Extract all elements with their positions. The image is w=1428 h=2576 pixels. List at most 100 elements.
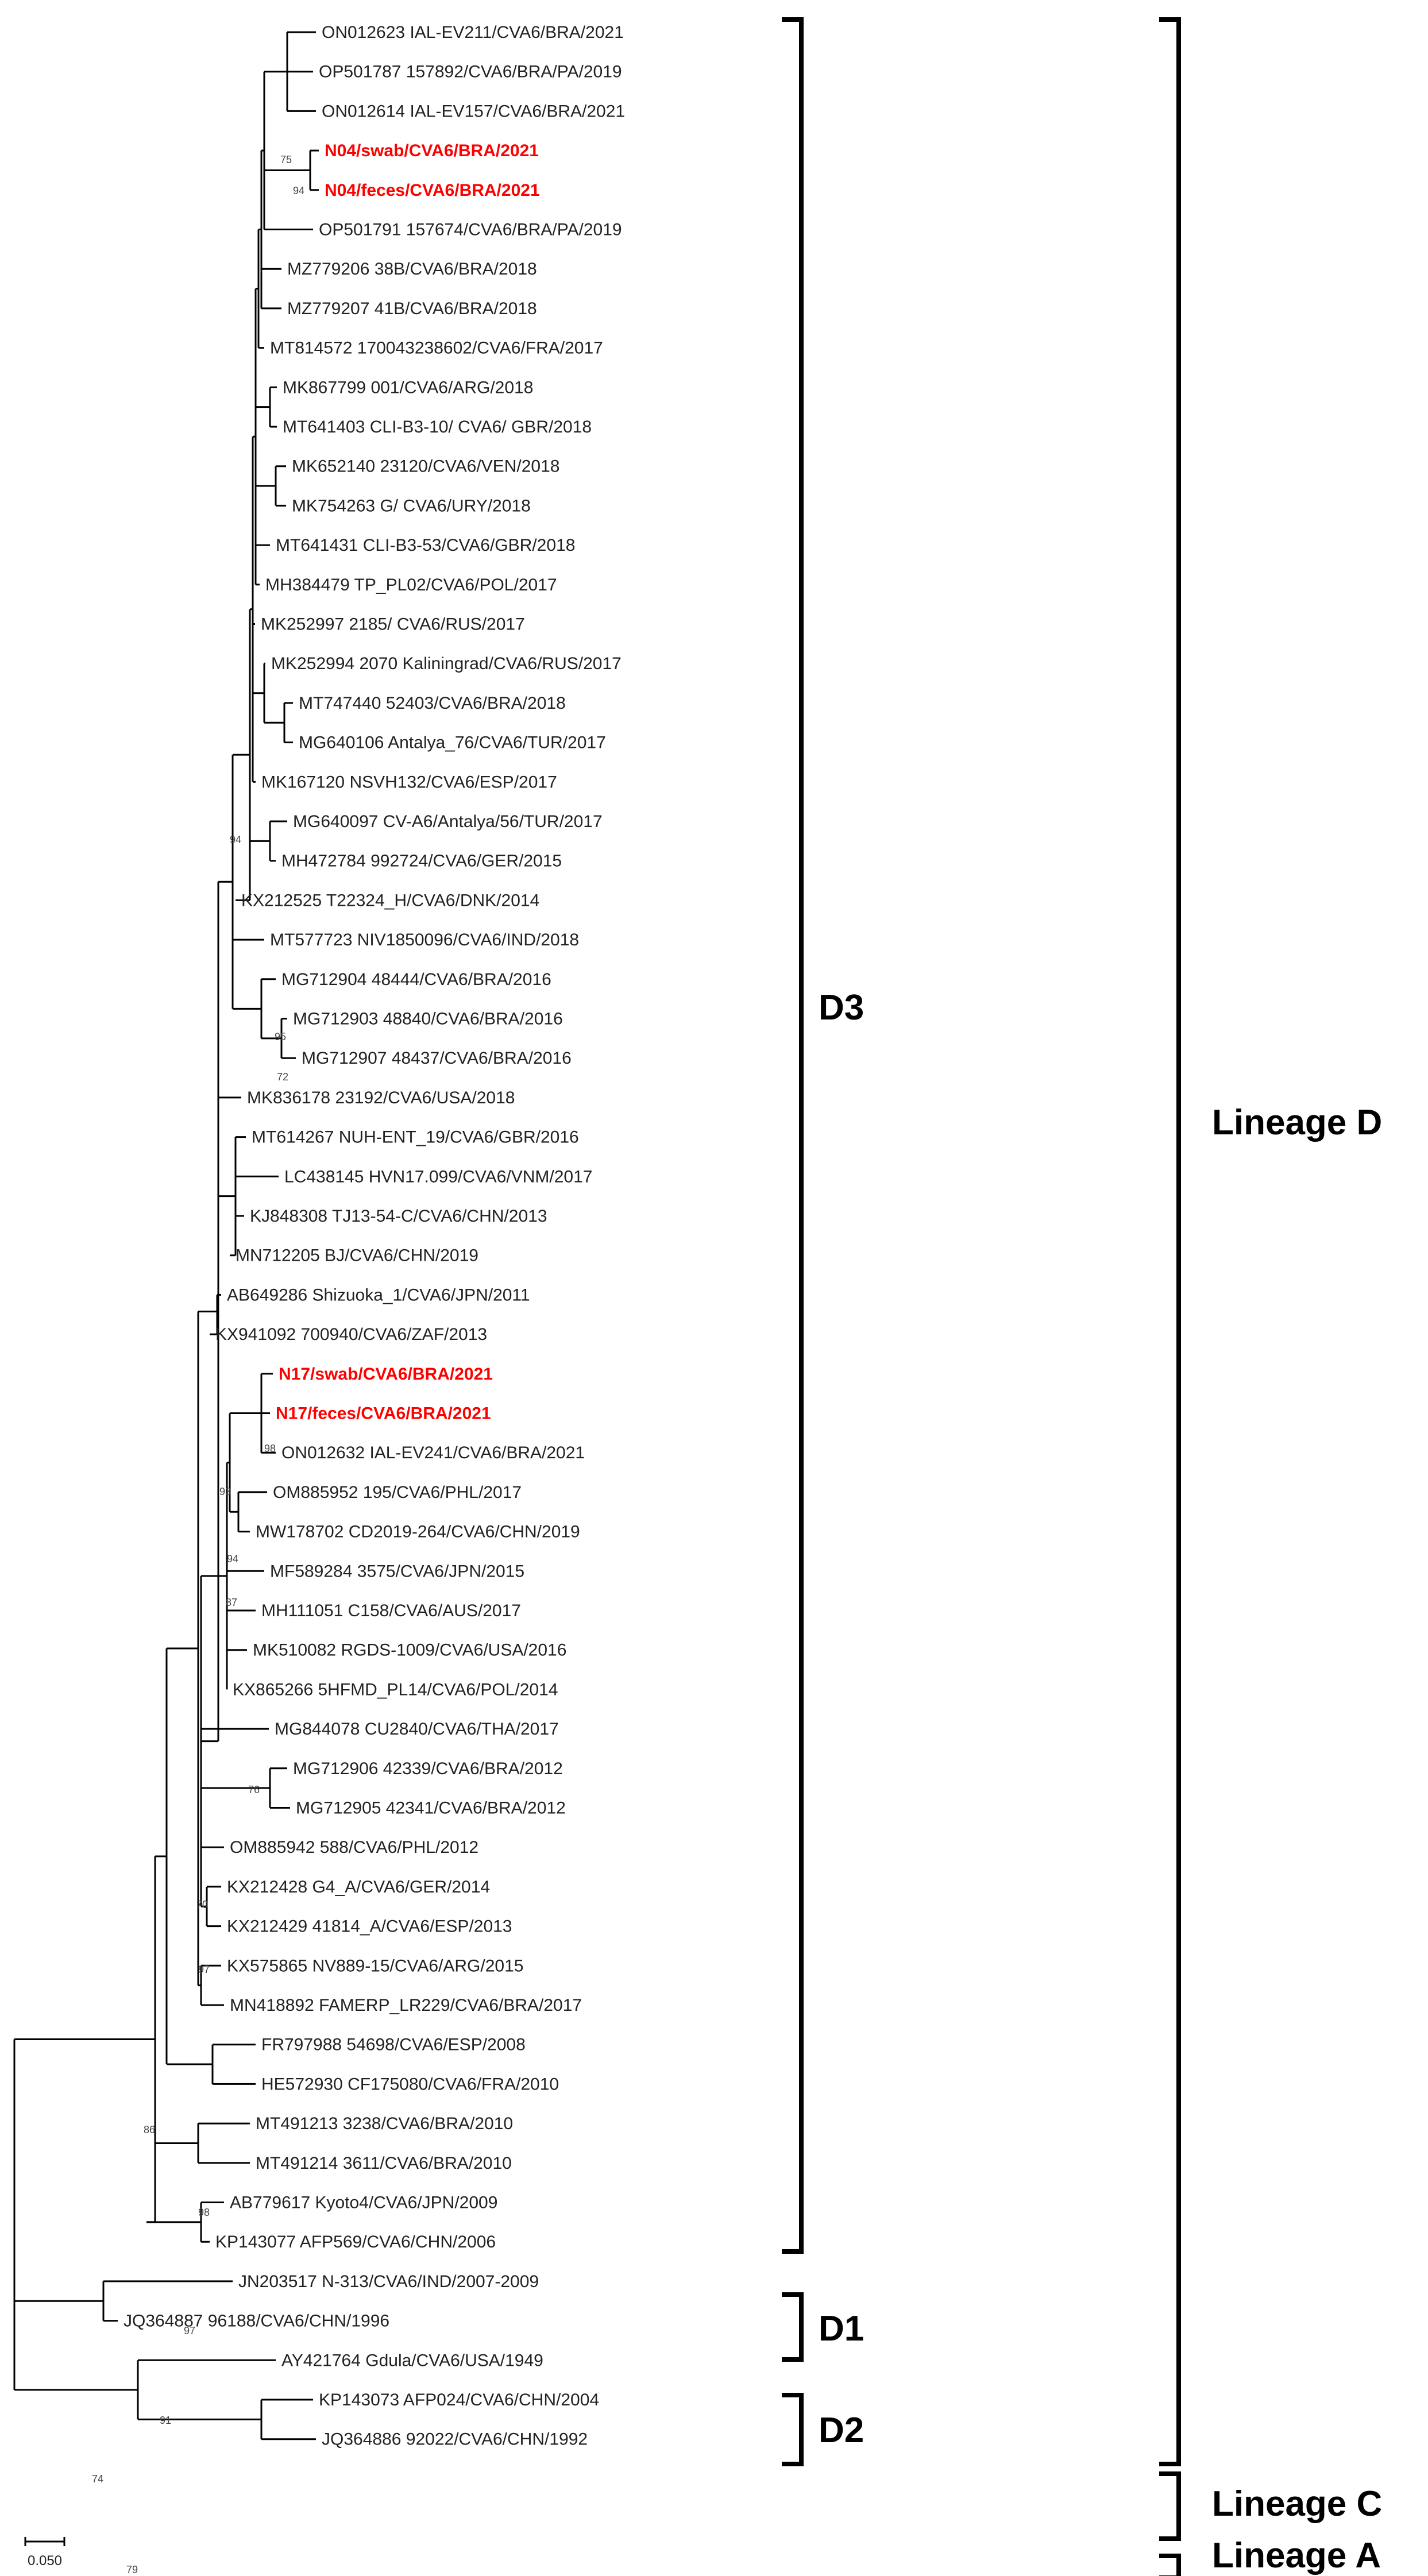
tip-label: OP501791 157674/CVA6/BRA/PA/2019 (319, 221, 622, 240)
tip-label: MK252994 2070 Kaliningrad/CVA6/RUS/2017 (271, 654, 622, 673)
tip-label: KX212428 G4_A/CVA6/GER/2014 (227, 1878, 490, 1897)
tip-label: MK167120 NSVH132/CVA6/ESP/2017 (261, 773, 557, 791)
tip-label: ON012614 IAL-EV157/CVA6/BRA/2021 (322, 102, 625, 121)
bracket-lineage-d (1159, 17, 1181, 2466)
tip-label: OM885942 588/CVA6/PHL/2012 (230, 1838, 478, 1857)
tip-label: N04/feces/CVA6/BRA/2021 (325, 181, 540, 200)
tip-label: KX575865 NV889-15/CVA6/ARG/2015 (227, 1956, 523, 1975)
tip-label: HE572930 CF175080/CVA6/FRA/2010 (261, 2075, 559, 2094)
tip-label: MK510082 RGDS-1009/CVA6/USA/2016 (253, 1641, 566, 1660)
bracket-d1 (782, 2292, 804, 2362)
bootstrap-values: 75949495729893948776709786989791747994 (92, 154, 304, 2575)
tip-label: MG844078 CU2840/CVA6/THA/2017 (275, 1720, 559, 1739)
tip-label: KP143073 AFP024/CVA6/CHN/2004 (319, 2390, 599, 2409)
bootstrap-value: 94 (293, 185, 304, 196)
tip-label: MT577723 NIV1850096/CVA6/IND/2018 (270, 930, 579, 949)
tip-label: MG640097 CV-A6/Antalya/56/TUR/2017 (293, 812, 603, 831)
tip-label: N17/feces/CVA6/BRA/2021 (276, 1404, 491, 1423)
tip-label: MK252997 2185/ CVA6/RUS/2017 (261, 615, 525, 634)
tip-label: N17/swab/CVA6/BRA/2021 (279, 1365, 493, 1384)
bootstrap-value: 72 (277, 1071, 288, 1083)
tip-label: JQ364887 96188/CVA6/CHN/1996 (123, 2312, 389, 2331)
tip-label: MT614267 NUH-ENT_19/CVA6/GBR/2016 (252, 1128, 579, 1147)
tip-label: MH472784 992724/CVA6/GER/2015 (281, 852, 562, 871)
clade-label-lineage-a: Lineage A (1212, 2536, 1381, 2575)
bootstrap-value: 75 (280, 154, 292, 165)
bootstrap-value: 95 (275, 1031, 286, 1042)
tip-label: AB649286 Shizuoka_1/CVA6/JPN/2011 (227, 1285, 530, 1304)
tip-label: OP501787 157892/CVA6/BRA/PA/2019 (319, 63, 622, 82)
tip-label: MH384479 TP_PL02/CVA6/POL/2017 (265, 576, 557, 594)
clade-label-d1: D1 (819, 2309, 864, 2349)
tip-label: MT814572 170043238602/CVA6/FRA/2017 (270, 339, 603, 358)
bootstrap-value: 98 (198, 2207, 210, 2218)
scale-bar-label: 0.050 (28, 2553, 62, 2569)
scale-bar-line (24, 2537, 65, 2546)
tip-label: ON012632 IAL-EV241/CVA6/BRA/2021 (281, 1443, 585, 1462)
tip-label: MZ779207 41B/CVA6/BRA/2018 (287, 299, 537, 318)
tip-label: MW178702 CD2019-264/CVA6/CHN/2019 (256, 1523, 580, 1542)
tip-label: MK652140 23120/CVA6/VEN/2018 (292, 457, 559, 476)
bootstrap-value: 74 (92, 2473, 103, 2485)
tip-label: MG640106 Antalya_76/CVA6/TUR/2017 (299, 733, 606, 752)
bracket-lineage-a (1159, 2554, 1181, 2576)
bootstrap-value: 93 (219, 1486, 231, 1497)
tip-label: MT747440 52403/CVA6/BRA/2018 (299, 694, 566, 713)
tip-label: MT641431 CLI-B3-53/CVA6/GBR/2018 (276, 536, 575, 555)
tip-label: MN712205 BJ/CVA6/CHN/2019 (236, 1246, 478, 1265)
bootstrap-value: 86 (144, 2124, 155, 2135)
tip-label: KX212429 41814_A/CVA6/ESP/2013 (227, 1917, 512, 1936)
tip-label: ON012623 IAL-EV211/CVA6/BRA/2021 (322, 23, 624, 42)
tip-label: KX212525 T22324_H/CVA6/DNK/2014 (241, 891, 539, 910)
tip-label: MG712903 48840/CVA6/BRA/2016 (293, 1010, 563, 1029)
tip-label: MT491213 3238/CVA6/BRA/2010 (256, 2114, 513, 2133)
bootstrap-value: 94 (230, 834, 241, 845)
tip-label: MK754263 G/ CVA6/URY/2018 (292, 496, 531, 515)
bootstrap-value: 94 (227, 1553, 238, 1565)
tip-label: KJ848308 TJ13-54-C/CVA6/CHN/2013 (250, 1207, 547, 1226)
tip-label: LC438145 HVN17.099/CVA6/VNM/2017 (284, 1167, 592, 1186)
bracket-d3 (782, 17, 804, 2254)
clade-label-d3: D3 (819, 988, 864, 1028)
tip-label: N04/swab/CVA6/BRA/2021 (325, 141, 539, 160)
tip-label: MG712904 48444/CVA6/BRA/2016 (281, 970, 551, 989)
bootstrap-value: 97 (198, 1964, 210, 1975)
clade-label-lineage-c: Lineage C (1212, 2484, 1382, 2524)
tip-label: MG712905 42341/CVA6/BRA/2012 (296, 1799, 566, 1818)
tip-label: AY421764 Gdula/CVA6/USA/1949 (281, 2351, 543, 2370)
tree-branches (13, 31, 319, 2440)
tip-label: JN203517 N-313/CVA6/IND/2007-2009 (238, 2272, 539, 2291)
clade-label-d2: D2 (819, 2411, 864, 2450)
scale-bar: 0.050 (24, 2537, 65, 2569)
tip-label: MN418892 FAMERP_LR229/CVA6/BRA/2017 (230, 1996, 582, 2015)
tip-label: MG712907 48437/CVA6/BRA/2016 (302, 1049, 572, 1068)
bootstrap-value: 91 (160, 2415, 171, 2426)
bootstrap-value: 70 (196, 1899, 208, 1910)
tip-label: MF589284 3575/CVA6/JPN/2015 (270, 1562, 524, 1581)
bootstrap-value: 97 (184, 2325, 195, 2336)
clade-label-lineage-d: Lineage D (1212, 1103, 1382, 1142)
bootstrap-value: 87 (226, 1597, 237, 1608)
tip-label: JQ364886 92022/CVA6/CHN/1992 (322, 2430, 588, 2449)
tip-label: OM885952 195/CVA6/PHL/2017 (273, 1483, 522, 1502)
tip-label: MK836178 23192/CVA6/USA/2018 (247, 1088, 515, 1107)
bracket-d2 (782, 2393, 804, 2466)
tip-label: MT491214 3611/CVA6/BRA/2010 (256, 2154, 512, 2173)
tip-label: KP143077 AFP569/CVA6/CHN/2006 (215, 2233, 496, 2251)
bracket-lineage-c (1159, 2471, 1181, 2541)
tip-label: MK867799 001/CVA6/ARG/2018 (283, 378, 533, 397)
tip-label: MG712906 42339/CVA6/BRA/2012 (293, 1759, 563, 1778)
tip-label: MT641403 CLI-B3-10/ CVA6/ GBR/2018 (283, 418, 592, 437)
bootstrap-value: 79 (126, 2564, 138, 2575)
bootstrap-value: 98 (264, 1443, 276, 1454)
tip-label: KX941092 700940/CVA6/ZAF/2013 (215, 1325, 487, 1344)
bootstrap-value: 76 (248, 1784, 260, 1795)
tip-label: MZ779206 38B/CVA6/BRA/2018 (287, 260, 537, 279)
tip-label: FR797988 54698/CVA6/ESP/2008 (261, 2036, 526, 2054)
tip-labels: ON012623 IAL-EV211/CVA6/BRA/2021 OP501787… (123, 23, 625, 2449)
tip-label: KX865266 5HFMD_PL14/CVA6/POL/2014 (233, 1680, 558, 1699)
tip-label: AB779617 Kyoto4/CVA6/JPN/2009 (230, 2193, 497, 2212)
clade-brackets (782, 17, 1181, 2576)
tip-label: MH111051 C158/CVA6/AUS/2017 (261, 1601, 521, 1620)
